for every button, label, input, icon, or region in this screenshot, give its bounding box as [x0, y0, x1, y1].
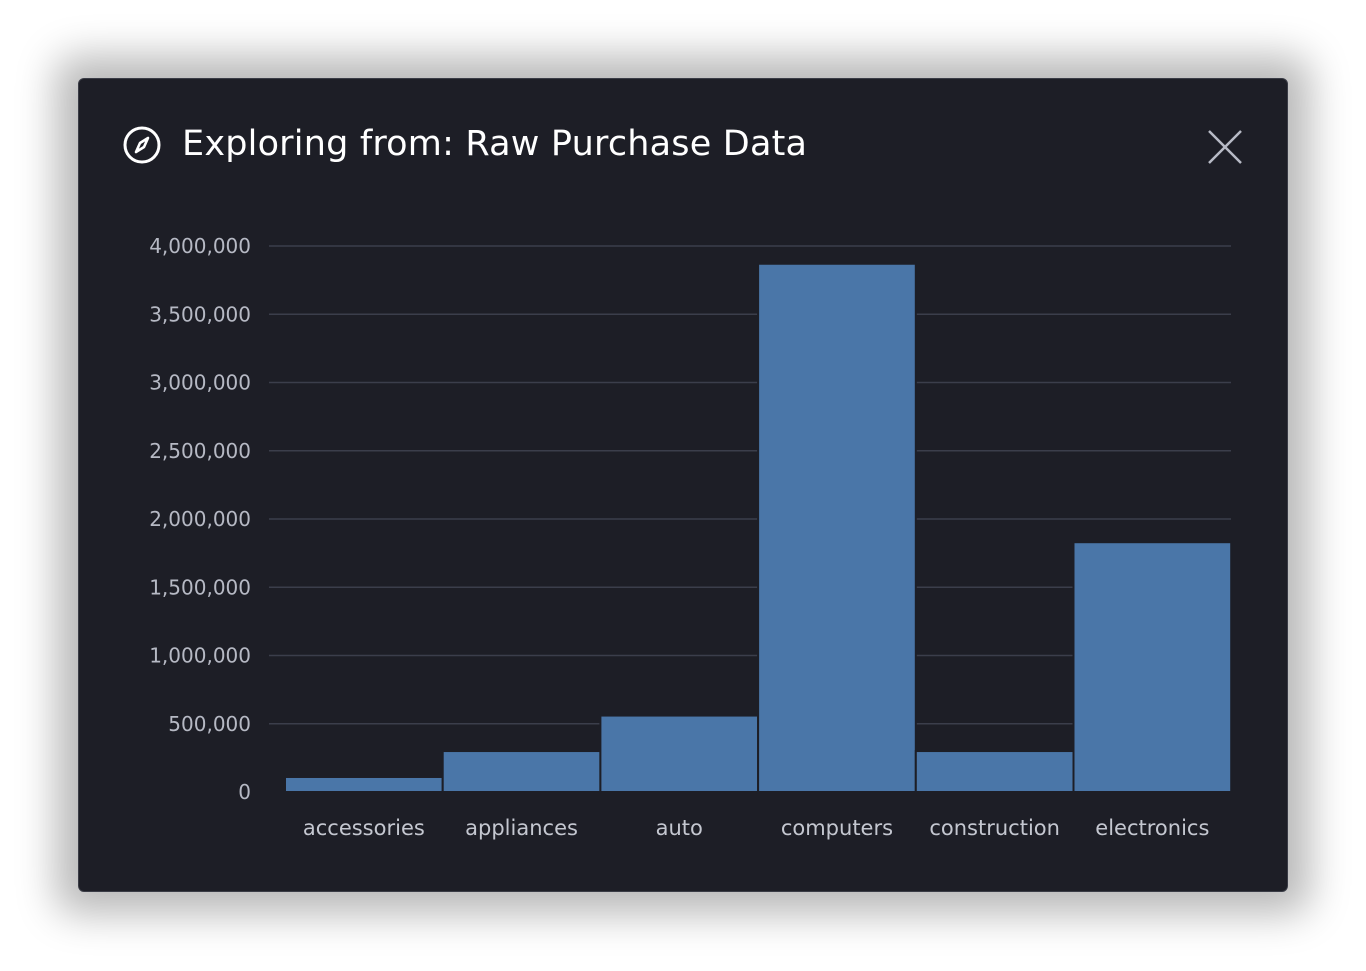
bar-appliances[interactable]: [441, 750, 602, 793]
y-tick-label: 1,500,000: [149, 575, 251, 599]
y-tick-label: 1,000,000: [149, 644, 251, 668]
y-tick-label: 500,000: [168, 712, 251, 736]
x-tick-label: appliances: [465, 816, 578, 840]
close-icon[interactable]: [1203, 125, 1247, 169]
y-axis-ticks: 0 500,000 1,000,000 1,500,000 2,000,000 2,500…: [149, 234, 251, 804]
y-tick-label: 3,000,000: [149, 371, 251, 395]
bars: [284, 262, 1233, 793]
y-tick-label: 4,000,000: [149, 234, 251, 258]
y-tick-label: 2,500,000: [149, 439, 251, 463]
bar-computers[interactable]: [757, 262, 917, 793]
bar-auto[interactable]: [599, 714, 760, 793]
bar-electronics[interactable]: [1072, 541, 1233, 793]
x-axis-labels: accessories appliances auto computers constr…: [303, 816, 1210, 840]
y-tick-label: 0: [238, 780, 251, 804]
bar-accessories[interactable]: [284, 775, 444, 793]
compass-icon: [123, 126, 161, 164]
x-tick-label: construction: [929, 816, 1060, 840]
x-tick-label: computers: [781, 816, 893, 840]
y-tick-label: 3,500,000: [149, 302, 251, 326]
x-tick-label: electronics: [1095, 816, 1209, 840]
x-tick-label: auto: [656, 816, 703, 840]
bar-construction[interactable]: [914, 750, 1075, 793]
modal-title: Exploring from: Raw Purchase Data: [182, 124, 808, 164]
explore-modal: Exploring from: Raw Purchase Data 0 500,0…: [78, 78, 1288, 892]
bar-chart: 0 500,000 1,000,000 1,500,000 2,000,000 2,500…: [149, 234, 1233, 840]
gridlines: [269, 245, 1231, 725]
y-tick-label: 2,000,000: [149, 507, 251, 531]
x-tick-label: accessories: [303, 816, 425, 840]
